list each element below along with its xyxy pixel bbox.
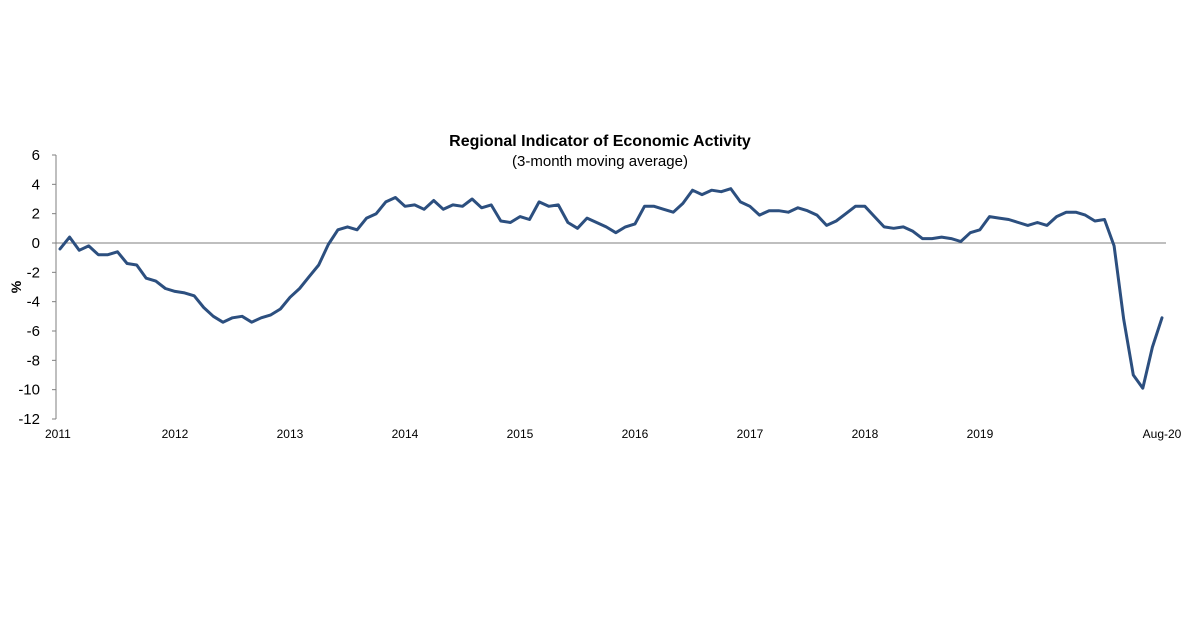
x-tick-label: 2018 bbox=[852, 427, 879, 441]
x-tick-label: 2011 bbox=[45, 427, 71, 441]
series-line bbox=[58, 187, 1164, 390]
y-tick-label: -2 bbox=[27, 264, 40, 281]
y-tick-label: 2 bbox=[32, 206, 40, 223]
x-tick-label: 2012 bbox=[162, 427, 189, 441]
x-tick-label: 2015 bbox=[507, 427, 534, 441]
y-tick-label: -10 bbox=[18, 382, 40, 399]
y-tick-label: 0 bbox=[32, 235, 40, 252]
x-tick-label: Aug-20 bbox=[1143, 427, 1182, 441]
chart-title: Regional Indicator of Economic Activity bbox=[449, 133, 751, 150]
chart-subtitle: (3-month moving average) bbox=[512, 153, 688, 170]
y-axis-label: % bbox=[8, 280, 24, 293]
y-axis: 6 4 2 0 -2 -4 -6 -8 -10 -12 bbox=[18, 147, 57, 428]
x-tick-label: 2014 bbox=[392, 427, 419, 441]
x-tick-label: 2013 bbox=[277, 427, 304, 441]
y-tick-label: 4 bbox=[32, 176, 40, 193]
y-tick-label: 6 bbox=[32, 147, 40, 164]
x-tick-label: 2016 bbox=[622, 427, 649, 441]
y-tick-label: -8 bbox=[27, 352, 40, 369]
y-tick-label: -4 bbox=[27, 294, 40, 311]
x-tick-label: 2017 bbox=[737, 427, 764, 441]
plot-area bbox=[58, 187, 1164, 390]
x-axis: 2011 2012 2013 2014 2015 2016 2017 2018 2019 Aug-… bbox=[45, 242, 1182, 441]
y-tick-label: -12 bbox=[18, 411, 40, 428]
x-tick-label: 2019 bbox=[967, 427, 994, 441]
y-tick-label: -6 bbox=[27, 323, 40, 340]
